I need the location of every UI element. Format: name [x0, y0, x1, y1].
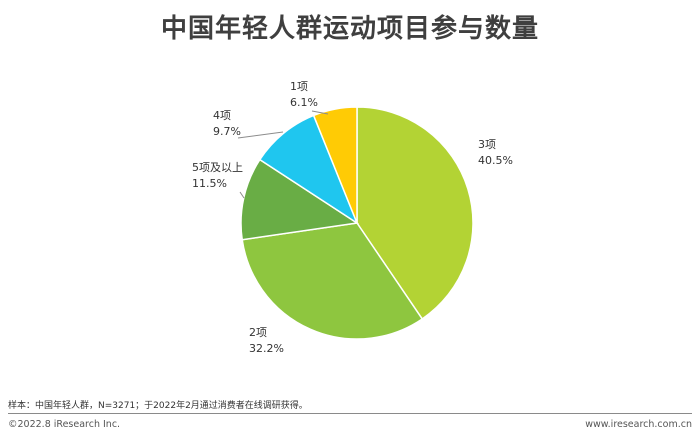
leader-line-4 — [237, 131, 284, 139]
slice-value-label: 40.5% — [478, 154, 513, 167]
website: www.iresearch.com.cn — [585, 419, 692, 430]
slice-name-label: 5项及以上 — [192, 161, 243, 174]
leader-lines — [237, 110, 329, 199]
slice-name-label: 3项 — [478, 138, 496, 151]
slice-labels: 3项 40.5% 2项 32.2% 5项及以上 11.5% 4项 9.7% 1项 6.1% — [192, 80, 513, 355]
slice-value-label: 6.1% — [290, 96, 318, 109]
sample-note: 样本：中国年轻人群，N=3271；于2022年2月通过消费者在线调研获得。 — [8, 401, 308, 411]
copyright: ©2022.8 iResearch Inc. — [8, 419, 121, 430]
leader-line-5 — [311, 110, 329, 115]
slice-name-label: 1项 — [290, 80, 308, 93]
slice-value-label: 9.7% — [213, 125, 241, 138]
pie-slice-5 — [312, 106, 358, 224]
footer-divider — [8, 413, 692, 414]
slice-name-label: 2项 — [249, 326, 267, 339]
chart-title: 中国年轻人群运动项目参与数量 — [160, 14, 539, 44]
leader-line-3 — [239, 191, 245, 199]
pie-slices — [240, 106, 474, 340]
pie-slice-2 — [241, 222, 424, 340]
slice-name-label: 4项 — [213, 109, 231, 122]
slice-value-label: 32.2% — [249, 342, 284, 355]
slice-value-label: 11.5% — [192, 177, 227, 190]
pie-slice-1 — [356, 106, 474, 320]
